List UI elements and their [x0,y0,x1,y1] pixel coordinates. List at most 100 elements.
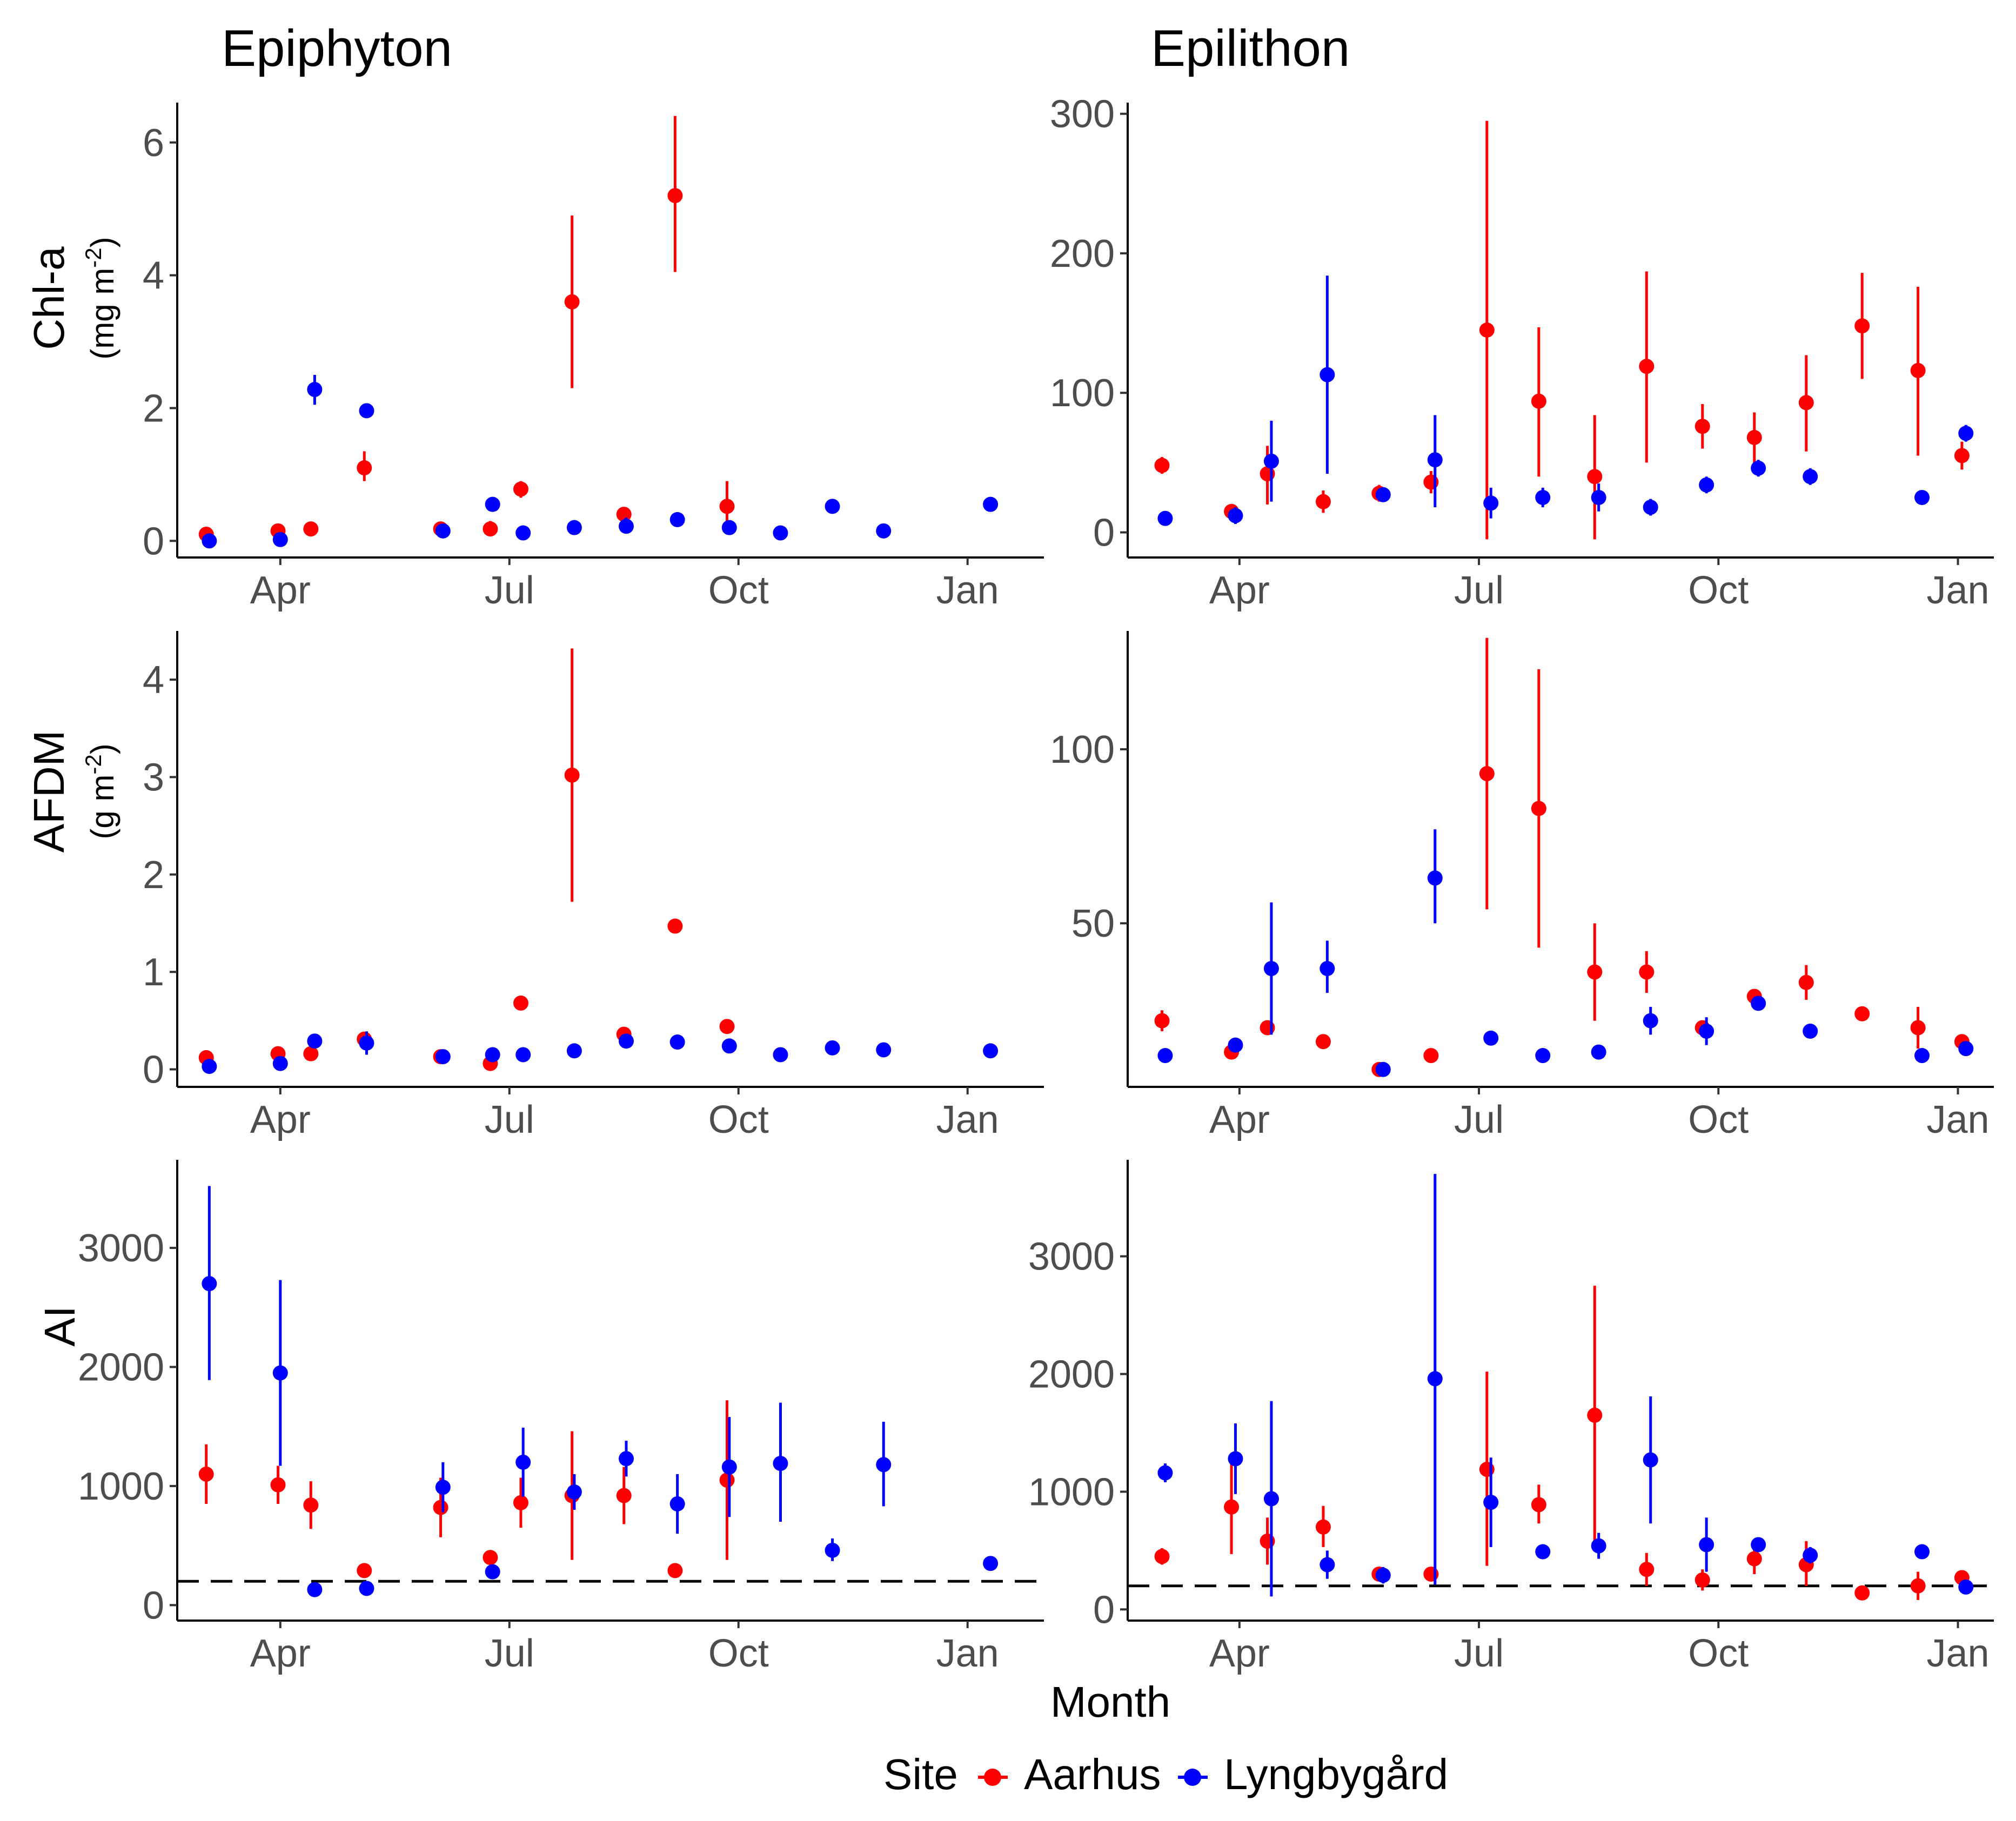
data-point [1154,458,1170,473]
x-tick-label: Jul [485,1098,534,1141]
row-title-ai: AI [36,1306,84,1347]
data-point [1263,960,1279,976]
data-point [618,519,634,534]
legend-key-lyngbygard-dot [1184,1769,1201,1786]
legend-label-aarhus: Aarhus [1024,1750,1161,1798]
data-point [435,1049,451,1065]
data-point [1751,996,1766,1011]
y-tick-label: 0 [143,520,164,563]
data-point [1958,1041,1974,1057]
legend-label-lyngbygard: Lyngbygård [1224,1750,1448,1798]
data-point [1803,1023,1818,1039]
data-point [669,1496,685,1511]
data-point [1535,489,1551,505]
x-tick-label: Oct [1688,569,1749,612]
data-point [303,1497,319,1513]
data-point [359,1035,374,1051]
y-tick-label: 100 [1050,728,1115,771]
y-tick-label: 4 [143,254,164,298]
data-point [1639,1562,1655,1577]
data-point [1587,469,1603,485]
data-point [483,1550,498,1565]
data-point [359,403,374,419]
series-lyngbygard [1157,1174,1974,1597]
x-tick-label: Jul [1454,569,1504,612]
row-title-chla: Chl-a [25,246,73,350]
x-tick-label: Jul [485,1632,534,1675]
data-point [435,523,451,539]
x-tick-label: Jul [1454,1632,1504,1675]
data-point [1228,1037,1243,1053]
data-point [1375,487,1391,502]
data-point [1224,1499,1240,1515]
data-point [1958,426,1974,441]
x-tick-label: Jul [1454,1098,1504,1141]
data-point [1803,469,1818,485]
data-point [1751,1537,1766,1553]
y-tick-label: 200 [1050,232,1115,275]
data-point [1157,1048,1173,1064]
data-point [1798,975,1814,990]
data-point [1157,1465,1173,1481]
row-unit-chla: (mg m-2) [81,237,121,359]
data-point [357,460,372,476]
data-point [433,1500,448,1515]
data-point [485,1564,500,1580]
y-tick-label: 1000 [1028,1470,1115,1514]
data-point [825,1040,840,1056]
data-point [1315,1519,1331,1535]
data-point [667,188,683,204]
legend: Site Aarhus Lyngbygård [883,1750,1448,1798]
row-title-ai-name: AI [36,1306,84,1347]
x-tick-label: Oct [1688,1632,1749,1675]
y-tick-label: 3 [143,756,164,799]
data-point [1914,489,1930,505]
data-point [1910,1020,1926,1036]
data-point [616,1488,632,1503]
data-point [483,521,498,537]
data-point [1854,318,1870,334]
series-lyngbygard [202,374,999,549]
data-point [1639,964,1655,980]
x-tick-label: Jan [1926,1098,1989,1141]
series-aarhus [198,648,735,1071]
data-point [1746,429,1762,445]
data-point [566,1484,582,1500]
panel-epiphyton-ai: 0 1000 2000 3000 Apr Jul Oct Jan [78,1160,1044,1675]
y-tick-label: 2 [143,387,164,430]
data-point [1914,1048,1930,1064]
data-point [618,1033,634,1049]
data-point [721,520,737,535]
data-point [1910,362,1926,378]
y-tick-label: 2 [143,854,164,897]
data-point [307,1033,323,1049]
data-point [564,767,580,783]
data-point [876,1457,892,1473]
data-point [1479,322,1495,338]
data-point [983,1043,999,1059]
x-tick-label: Jan [936,1098,999,1141]
data-point [1483,495,1499,511]
data-point [307,382,323,398]
data-point [825,1542,840,1558]
y-tick-label: 1 [143,951,164,994]
x-tick-label: Oct [708,1098,769,1141]
series-aarhus [1154,120,1970,540]
data-point [357,1563,372,1578]
data-point [513,481,528,497]
data-point [198,1466,214,1482]
data-point [1154,1549,1170,1564]
data-point [1263,1491,1279,1507]
unit-base: (g m [84,775,120,839]
legend-title: Site [883,1750,958,1798]
x-tick-label: Apr [250,569,311,612]
column-title-epilithon: Epilithon [1151,19,1350,77]
x-tick-label: Apr [1209,569,1270,612]
data-point [1591,489,1606,505]
data-point [1531,801,1546,816]
data-point [1228,1451,1243,1467]
y-tick-label: 3000 [78,1227,164,1270]
y-tick-label: 2000 [1028,1353,1115,1396]
row-title-chla-name: Chl-a [25,246,73,350]
